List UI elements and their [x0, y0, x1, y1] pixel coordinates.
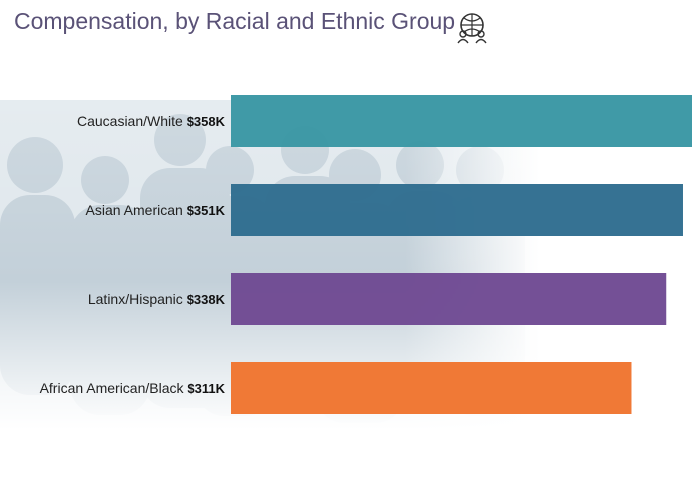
value-label-asian-american: $351K — [187, 203, 226, 218]
category-label-asian-american: Asian American $351K — [86, 202, 226, 218]
value-label-caucasian-white: $358K — [187, 114, 226, 129]
page-title: Compensation, by Racial and Ethnic Group — [14, 8, 456, 34]
globe-people-icon — [457, 13, 487, 44]
value-label-latinx-hispanic: $338K — [187, 292, 226, 307]
category-label-latinx-hispanic: Latinx/Hispanic $338K — [88, 291, 226, 307]
value-label-african-american-black: $311K — [187, 381, 225, 396]
bar-african-american-black — [231, 362, 632, 414]
category-label-african-american-black: African American/Black $311K — [40, 380, 226, 396]
bar-asian-american — [231, 184, 683, 236]
bar-caucasian-white — [231, 95, 692, 147]
bar-latinx-hispanic — [231, 273, 667, 325]
category-label-caucasian-white: Caucasian/White $358K — [77, 113, 226, 129]
